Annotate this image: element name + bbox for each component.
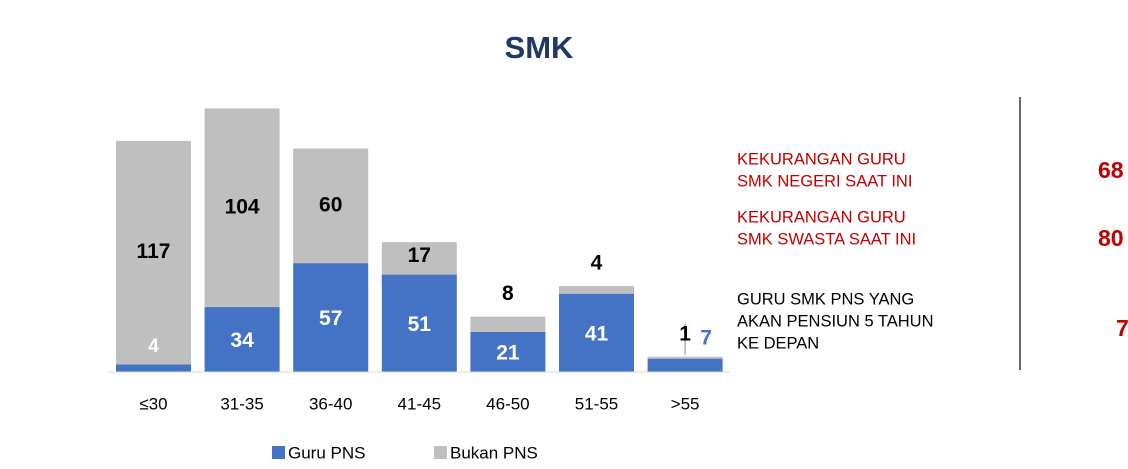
data-label: 34 — [230, 329, 254, 352]
panel-number: 68 — [1098, 157, 1124, 183]
data-label: 17 — [408, 244, 431, 267]
data-label: 8 — [502, 282, 514, 305]
legend-swatch — [272, 446, 285, 459]
bar-segment — [470, 331, 546, 372]
x-tick-label: 46-50 — [486, 394, 529, 413]
panel-text: KEKURANGAN GURU — [737, 150, 906, 168]
legend-label: Guru PNS — [288, 443, 365, 462]
data-label: 57 — [319, 307, 342, 330]
data-label: 7 — [700, 327, 712, 350]
x-tick-label: >55 — [671, 394, 700, 413]
panel-text: SMK NEGERI SAAT INI — [737, 172, 912, 190]
data-label: 21 — [496, 341, 520, 364]
bar-segment — [116, 140, 191, 365]
legend-swatch — [434, 446, 447, 459]
x-tick-label: 51-55 — [575, 394, 618, 413]
panel-text: KE DEPAN — [737, 334, 819, 352]
data-label: 41 — [585, 322, 609, 345]
panel-text: KEKURANGAN GURU — [737, 208, 906, 226]
bar-segment — [116, 364, 191, 372]
bar-segment — [293, 263, 369, 372]
bar-segment — [204, 307, 280, 372]
panel-number: 80 — [1098, 225, 1124, 251]
bar-segment — [204, 108, 280, 308]
bar-segment — [381, 242, 457, 275]
x-tick-label: 31-35 — [220, 394, 263, 413]
data-label: 117 — [137, 240, 171, 263]
data-label: 51 — [408, 313, 432, 336]
bar-segment — [293, 148, 369, 264]
bar-segment — [470, 316, 546, 332]
panel-text: AKAN PENSIUN 5 TAHUN — [737, 312, 934, 330]
panel-number: 7 — [1116, 315, 1128, 341]
bar-segment — [381, 274, 457, 372]
data-label: 1 — [679, 322, 691, 345]
bar-segment — [647, 358, 723, 372]
data-label: 4 — [148, 336, 159, 357]
x-tick-label: ≤30 — [139, 394, 167, 413]
data-label: 60 — [319, 193, 342, 216]
legend-label: Bukan PNS — [450, 443, 538, 462]
x-tick-label: 41-45 — [398, 394, 441, 413]
data-label: 4 — [591, 252, 603, 275]
panel-text: SMK SWASTA SAAT INI — [737, 230, 916, 248]
chart-title: SMK — [505, 30, 575, 65]
x-tick-label: 36-40 — [309, 394, 352, 413]
bar-segment — [559, 293, 634, 372]
panel-text: GURU SMK PNS YANG — [737, 290, 914, 308]
bar-segment — [559, 286, 634, 294]
data-label: 104 — [225, 195, 260, 218]
bar-segment — [647, 356, 723, 359]
